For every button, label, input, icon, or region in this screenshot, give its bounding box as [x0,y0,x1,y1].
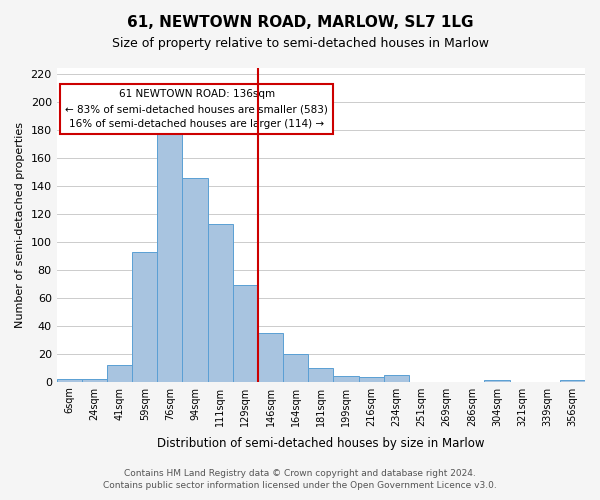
Bar [258,333,283,382]
Bar [208,224,233,382]
Bar [107,365,132,382]
X-axis label: Distribution of semi-detached houses by size in Marlow: Distribution of semi-detached houses by … [157,437,485,450]
Bar [132,252,157,382]
Bar [56,379,82,382]
Bar [484,380,509,382]
Bar [233,286,258,382]
Bar [283,354,308,382]
Bar [334,376,359,382]
Bar [82,379,107,382]
Bar [384,374,409,382]
Y-axis label: Number of semi-detached properties: Number of semi-detached properties [15,122,25,328]
Text: Size of property relative to semi-detached houses in Marlow: Size of property relative to semi-detach… [112,38,488,51]
Bar [560,380,585,382]
Bar [359,378,384,382]
Text: 61 NEWTOWN ROAD: 136sqm
← 83% of semi-detached houses are smaller (583)
16% of s: 61 NEWTOWN ROAD: 136sqm ← 83% of semi-de… [65,90,328,129]
Text: Contains HM Land Registry data © Crown copyright and database right 2024.
Contai: Contains HM Land Registry data © Crown c… [103,468,497,490]
Bar [157,124,182,382]
Bar [308,368,334,382]
Bar [182,178,208,382]
Text: 61, NEWTOWN ROAD, MARLOW, SL7 1LG: 61, NEWTOWN ROAD, MARLOW, SL7 1LG [127,15,473,30]
